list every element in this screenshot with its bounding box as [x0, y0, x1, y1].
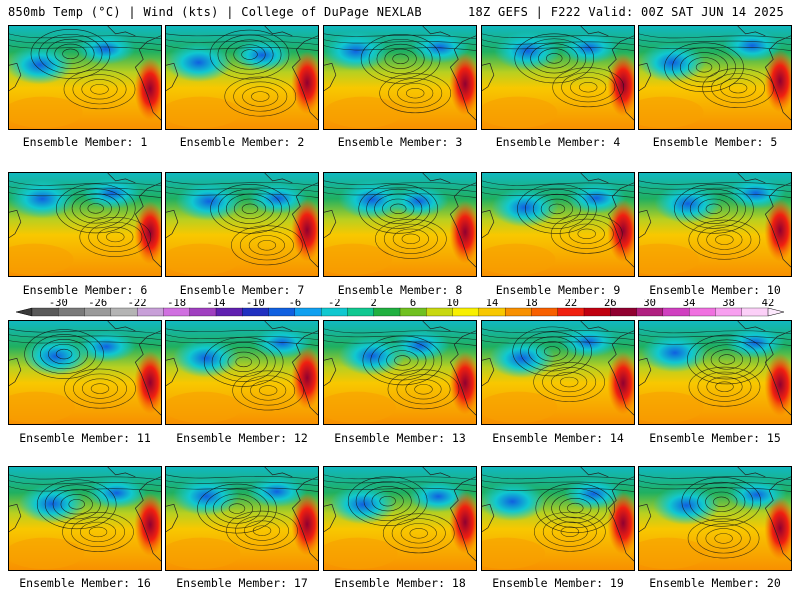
colorbar-segment: [373, 307, 401, 317]
member-map-panel: [481, 172, 635, 277]
member-map-panel: [165, 320, 319, 425]
member-map-panel: [323, 320, 477, 425]
colorbar-tick-label: -10: [246, 299, 265, 309]
member-caption: Ensemble Member: 12: [176, 431, 308, 445]
member-map-panel: [638, 320, 792, 425]
colorbar-segment: [662, 307, 690, 317]
member-caption: Ensemble Member: 11: [19, 431, 151, 445]
colorbar-segment: [741, 307, 769, 317]
member-caption: Ensemble Member: 10: [649, 283, 781, 297]
colorbar-tick-label: 38: [722, 299, 735, 309]
colorbar-segment: [531, 307, 559, 317]
colorbar-tick-label: -30: [49, 299, 68, 309]
colorbar-segment: [452, 307, 480, 317]
colorbar-max-arrow: [767, 307, 785, 317]
colorbar-tick-label: 34: [683, 299, 696, 309]
colorbar-segment: [294, 307, 322, 317]
colorbar-segment: [557, 307, 585, 317]
colorbar-tick-label: -6: [289, 299, 302, 309]
colorbar-segment: [320, 307, 348, 317]
colorbar-tick-label: -18: [167, 299, 186, 309]
colorbar-segment: [84, 307, 112, 317]
colorbar-segment: [58, 307, 86, 317]
colorbar-tick-label: 30: [643, 299, 656, 309]
member-caption: Ensemble Member: 7: [179, 283, 305, 297]
member-map-panel: [481, 320, 635, 425]
colorbar-segment: [688, 307, 716, 317]
member-map-panel: [638, 172, 792, 277]
colorbar-tick-label: 42: [762, 299, 775, 309]
colorbar-tick-label: 14: [486, 299, 499, 309]
member-map-panel: [8, 25, 162, 130]
member-caption: Ensemble Member: 15: [649, 431, 781, 445]
member-caption: Ensemble Member: 17: [176, 576, 308, 590]
colorbar-segment: [189, 307, 217, 317]
colorbar-segment: [610, 307, 638, 317]
member-caption: Ensemble Member: 3: [337, 135, 463, 149]
colorbar-min-arrow: [15, 307, 33, 317]
colorbar-tick-label: 2: [371, 299, 377, 309]
member-map-panel: [323, 25, 477, 130]
member-map-panel: [8, 320, 162, 425]
member-caption: Ensemble Member: 13: [334, 431, 466, 445]
member-map-panel: [481, 466, 635, 571]
member-caption: Ensemble Member: 5: [652, 135, 778, 149]
member-caption: Ensemble Member: 14: [492, 431, 624, 445]
header-valid-time: 18Z GEFS | F222 Valid: 00Z SAT JUN 14 20…: [467, 5, 784, 19]
colorbar-segment: [347, 307, 375, 317]
member-map-panel: [165, 172, 319, 277]
member-caption: Ensemble Member: 1: [22, 135, 148, 149]
colorbar-segment: [110, 307, 138, 317]
colorbar-segment: [31, 307, 59, 317]
colorbar-tick-label: 10: [446, 299, 459, 309]
member-caption: Ensemble Member: 9: [495, 283, 621, 297]
colorbar-segment: [163, 307, 191, 317]
member-caption: Ensemble Member: 18: [334, 576, 466, 590]
colorbar-segment: [136, 307, 164, 317]
member-map-panel: [323, 172, 477, 277]
temperature-colorbar: -30 -26 -22 -18 -14 -10 -6 -2 2 6 10 14 18 22 26 30 34 38…: [8, 299, 792, 323]
member-map-panel: [323, 466, 477, 571]
member-caption: Ensemble Member: 6: [22, 283, 148, 297]
member-map-panel: [165, 466, 319, 571]
colorbar-segment: [504, 307, 532, 317]
colorbar-segment: [583, 307, 611, 317]
colorbar-segment: [268, 307, 296, 317]
member-map-panel: [165, 25, 319, 130]
colorbar-tick-label: 26: [604, 299, 617, 309]
member-map-panel: [481, 25, 635, 130]
colorbar-tick-label: -14: [207, 299, 226, 309]
colorbar-tick-label: 6: [410, 299, 416, 309]
header-title: 850mb Temp (°C) | Wind (kts) | College o…: [8, 5, 422, 19]
colorbar-tick-label: -26: [88, 299, 107, 309]
member-caption: Ensemble Member: 20: [649, 576, 781, 590]
member-map-panel: [638, 466, 792, 571]
member-map-panel: [8, 466, 162, 571]
member-map-panel: [8, 172, 162, 277]
colorbar-segment: [715, 307, 743, 317]
colorbar-svg: -30 -26 -22 -18 -14 -10 -6 -2 2 6 10 14 18 22 26 30 34 38…: [15, 299, 785, 317]
colorbar-segment: [399, 307, 427, 317]
colorbar-segment: [242, 307, 270, 317]
member-caption: Ensemble Member: 4: [495, 135, 621, 149]
colorbar-segment: [478, 307, 506, 317]
member-caption: Ensemble Member: 19: [492, 576, 624, 590]
colorbar-tick-label: 18: [525, 299, 538, 309]
member-map-panel: [638, 25, 792, 130]
colorbar-tick-label: -2: [328, 299, 341, 309]
colorbar-segment: [426, 307, 454, 317]
member-caption: Ensemble Member: 16: [19, 576, 151, 590]
member-caption: Ensemble Member: 8: [337, 283, 463, 297]
colorbar-segment: [636, 307, 664, 317]
member-caption: Ensemble Member: 2: [179, 135, 305, 149]
colorbar-tick-label: -22: [128, 299, 147, 309]
colorbar-tick-label: 22: [565, 299, 578, 309]
colorbar-segment: [215, 307, 243, 317]
